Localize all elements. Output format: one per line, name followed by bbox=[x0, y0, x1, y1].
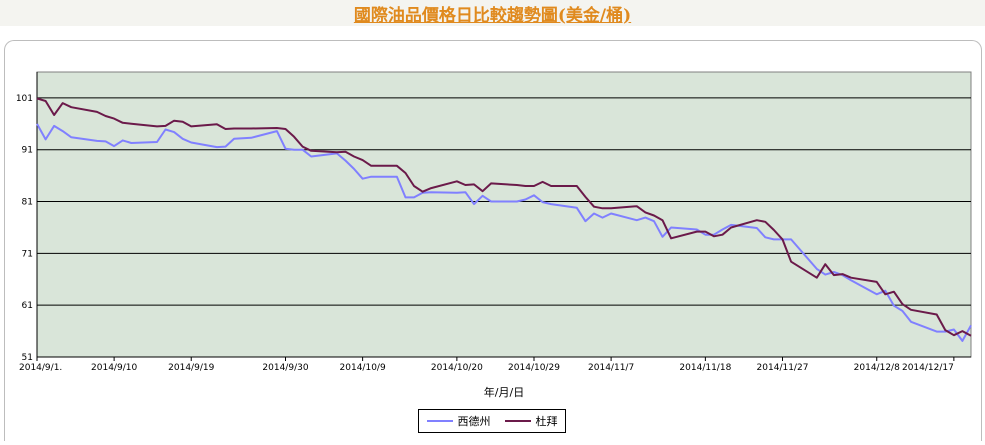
y-tick-label: 101 bbox=[16, 94, 33, 104]
x-tick-label: 2014/11/27 bbox=[757, 363, 809, 373]
x-tick-label: 2014/10/20 bbox=[431, 363, 483, 373]
x-tick-label: 2014/9/10 bbox=[91, 363, 137, 373]
x-axis-title: 年/月/日 bbox=[484, 385, 524, 399]
x-tick-label: 2014/9/1. bbox=[19, 363, 62, 373]
x-tick-label: 2014/9/30 bbox=[262, 363, 308, 373]
y-tick-label: 51 bbox=[22, 353, 33, 363]
legend: 西德州 杜拜 bbox=[418, 409, 566, 433]
plot-area bbox=[36, 71, 972, 358]
y-tick-label: 71 bbox=[22, 249, 33, 259]
series-wti-line bbox=[36, 123, 972, 342]
legend-swatch-dubai bbox=[504, 420, 531, 422]
chart-frame bbox=[4, 40, 982, 441]
title-band bbox=[0, 0, 985, 26]
y-tick-label: 61 bbox=[22, 301, 33, 311]
y-tick-label: 81 bbox=[22, 198, 33, 208]
legend-label-wti: 西德州 bbox=[457, 415, 491, 428]
x-tick-label: 2014/12/8 bbox=[854, 363, 900, 373]
page-title: 國際油品價格日比較趨勢圖(美金/桶) bbox=[353, 6, 632, 26]
legend-label-dubai: 杜拜 bbox=[535, 415, 558, 428]
y-tick-label: 91 bbox=[22, 146, 33, 156]
x-tick-label: 2014/12/17 bbox=[902, 363, 954, 373]
x-tick-label: 2014/11/18 bbox=[679, 363, 731, 373]
x-tick-label: 2014/9/19 bbox=[168, 363, 214, 373]
legend-item-dubai: 杜拜 bbox=[504, 413, 558, 429]
x-tick-label: 2014/11/7 bbox=[588, 363, 634, 373]
x-tick-label: 2014/10/9 bbox=[340, 363, 386, 373]
series-dubai-line bbox=[36, 97, 972, 337]
x-tick-label: 2014/10/29 bbox=[508, 363, 560, 373]
legend-swatch-wti bbox=[426, 420, 453, 422]
legend-item-wti: 西德州 bbox=[426, 413, 491, 429]
